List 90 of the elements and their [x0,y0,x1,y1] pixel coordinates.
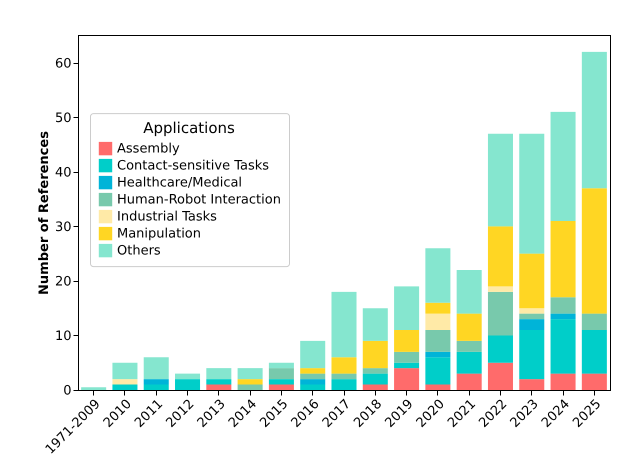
bar [300,379,326,385]
bar [425,314,450,330]
legend-label: Manipulation [117,226,202,242]
bar [582,374,607,390]
bar [144,357,169,380]
bar [112,379,138,385]
legend-label: Assembly [117,142,180,157]
bar [519,319,544,330]
bar [394,362,420,368]
bar [550,314,576,320]
y-tick-label: 30 [54,220,72,235]
bar [488,292,513,336]
y-tick-label: 40 [54,165,72,180]
bar [300,368,326,374]
bar [550,297,576,314]
bar [175,379,200,390]
bar [456,352,482,374]
bar [394,368,420,390]
bar [331,357,357,374]
bar [268,362,294,368]
bar [550,319,576,374]
legend-label: Others [117,244,161,259]
bar [238,379,263,385]
bar [519,379,544,390]
bar [425,302,450,314]
bar [519,254,544,308]
bar [488,286,513,292]
bar [488,335,513,363]
y-tick-label: 0 [63,384,72,398]
legend-label: Contact-sensitive Tasks [117,158,270,174]
bar [519,330,544,380]
bar [425,357,450,385]
y-tick-label: 20 [54,274,72,290]
bar [519,314,544,320]
bar [425,352,450,358]
y-tick-label: 10 [54,328,72,344]
bar [488,226,513,286]
y-tick-label: 50 [54,110,72,126]
bar [582,188,607,314]
bar [331,292,357,358]
bar [144,384,169,390]
bar [488,134,513,226]
bar [206,379,232,385]
bar [331,379,357,390]
bar [519,308,544,314]
bar [488,362,513,390]
bar [550,220,576,298]
bar [362,340,388,368]
legend-label: Healthcare/Medical [117,176,242,191]
bar [550,112,576,221]
bar [268,384,294,390]
y-tick-label: 60 [54,56,72,72]
bar [112,362,138,380]
bar [456,374,482,390]
bar [582,52,607,188]
bar [331,374,357,380]
bar [362,384,388,390]
bar [362,308,388,341]
bar [582,330,607,374]
bar [268,368,294,380]
bar [238,368,263,380]
bar [456,340,482,352]
y-axis-title: Number of References [36,130,52,295]
bar [238,384,263,390]
bar [112,384,138,390]
bar [456,314,482,341]
bar [362,374,388,385]
legend-title: Applications [143,119,235,138]
bar [300,374,326,380]
bar [300,384,326,390]
bar [456,270,482,314]
bar [206,384,232,390]
bar [394,352,420,363]
bar [362,368,388,374]
bar [206,368,232,380]
bar [425,384,450,390]
bar [81,387,106,390]
legend-label: Human-Robot Interaction [117,192,281,208]
bar [394,330,420,352]
bar [582,314,607,330]
bar [300,340,326,368]
bar [175,374,200,380]
bar [519,134,544,254]
bar [425,330,450,352]
bar [144,379,169,385]
bar [268,379,294,385]
bar [425,248,450,303]
legend-label: Industrial Tasks [117,210,218,225]
bar [394,286,420,330]
bar [550,374,576,390]
